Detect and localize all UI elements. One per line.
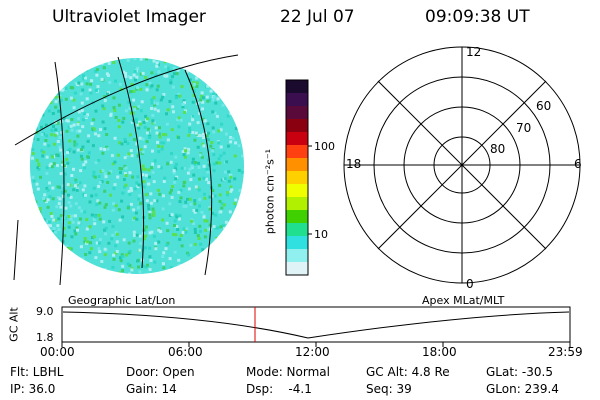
uv-earth-image <box>13 54 244 286</box>
ip-value: IP: 36.0 <box>10 382 56 396</box>
xtick-1800: 18:00 <box>422 345 457 359</box>
filter-value: Flt: LBHL <box>10 365 64 379</box>
colorbar-segment <box>286 80 308 94</box>
mlt-label-18: 18 <box>346 157 361 171</box>
colorbar-segment <box>286 249 308 263</box>
colorbar-segment <box>286 236 308 250</box>
xtick-0000: 00:00 <box>40 345 75 359</box>
mode-value: Mode: Normal <box>246 365 330 379</box>
xtick-0600: 06:00 <box>168 345 203 359</box>
colorbar-segment <box>286 158 308 172</box>
colorbar-segment <box>286 197 308 211</box>
colorbar-segment <box>286 119 308 133</box>
intensity-colorbar <box>285 79 312 276</box>
geographic-grid-lines <box>13 54 239 286</box>
dsp-value: Dsp: -4.1 <box>246 382 312 396</box>
lat-label-60: 60 <box>536 99 551 113</box>
xtick-1200: 12:00 <box>295 345 330 359</box>
timeline-ytick-bottom: 1.8 <box>36 331 54 344</box>
altitude-timeline <box>61 306 571 347</box>
colorbar-segment <box>286 223 308 237</box>
image-time: 09:09:38 UT <box>425 7 530 27</box>
gain-value: Gain: 14 <box>126 382 177 396</box>
altitude-curve <box>62 311 570 339</box>
glat-value: GLat: -30.5 <box>486 365 553 379</box>
glon-value: GLon: 239.4 <box>486 382 559 396</box>
colorbar-tick-100: 100 <box>314 140 335 153</box>
colorbar-segment <box>286 171 308 185</box>
lat-label-70: 70 <box>516 121 531 135</box>
gc-alt-value: GC Alt: 4.8 Re <box>366 365 450 379</box>
timeline-ytick-top: 9.0 <box>36 305 54 318</box>
image-date: 22 Jul 07 <box>280 7 355 27</box>
colorbar-segment <box>286 145 308 159</box>
timeline-ylabel: GC Alt <box>7 307 21 342</box>
xtick-2359: 23:59 <box>548 345 583 359</box>
timeline-left-label: Geographic Lat/Lon <box>68 294 176 307</box>
colorbar-tick-10: 10 <box>314 228 328 241</box>
timeline-right-label: Apex MLat/MLT <box>422 294 505 307</box>
uv-intensity-disk <box>30 58 244 274</box>
polar-mlt-plot: 12 18 6 0 60 70 80 <box>343 45 582 290</box>
instrument-title: Ultraviolet Imager <box>52 7 206 27</box>
lat-label-80: 80 <box>490 142 505 156</box>
seq-value: Seq: 39 <box>366 382 412 396</box>
colorbar-unit-label: photon cm⁻²s⁻¹ <box>263 148 277 235</box>
mlt-label-12: 12 <box>466 45 481 59</box>
colorbar-segment <box>286 106 308 120</box>
colorbar-segment <box>286 132 308 146</box>
colorbar-segment <box>286 210 308 224</box>
colorbar-segment <box>286 184 308 198</box>
door-value: Door: Open <box>126 365 195 379</box>
colorbar-segment <box>286 262 308 276</box>
mlt-label-0: 0 <box>466 277 474 290</box>
colorbar-segment <box>286 93 308 107</box>
mlt-label-6: 6 <box>574 157 582 171</box>
